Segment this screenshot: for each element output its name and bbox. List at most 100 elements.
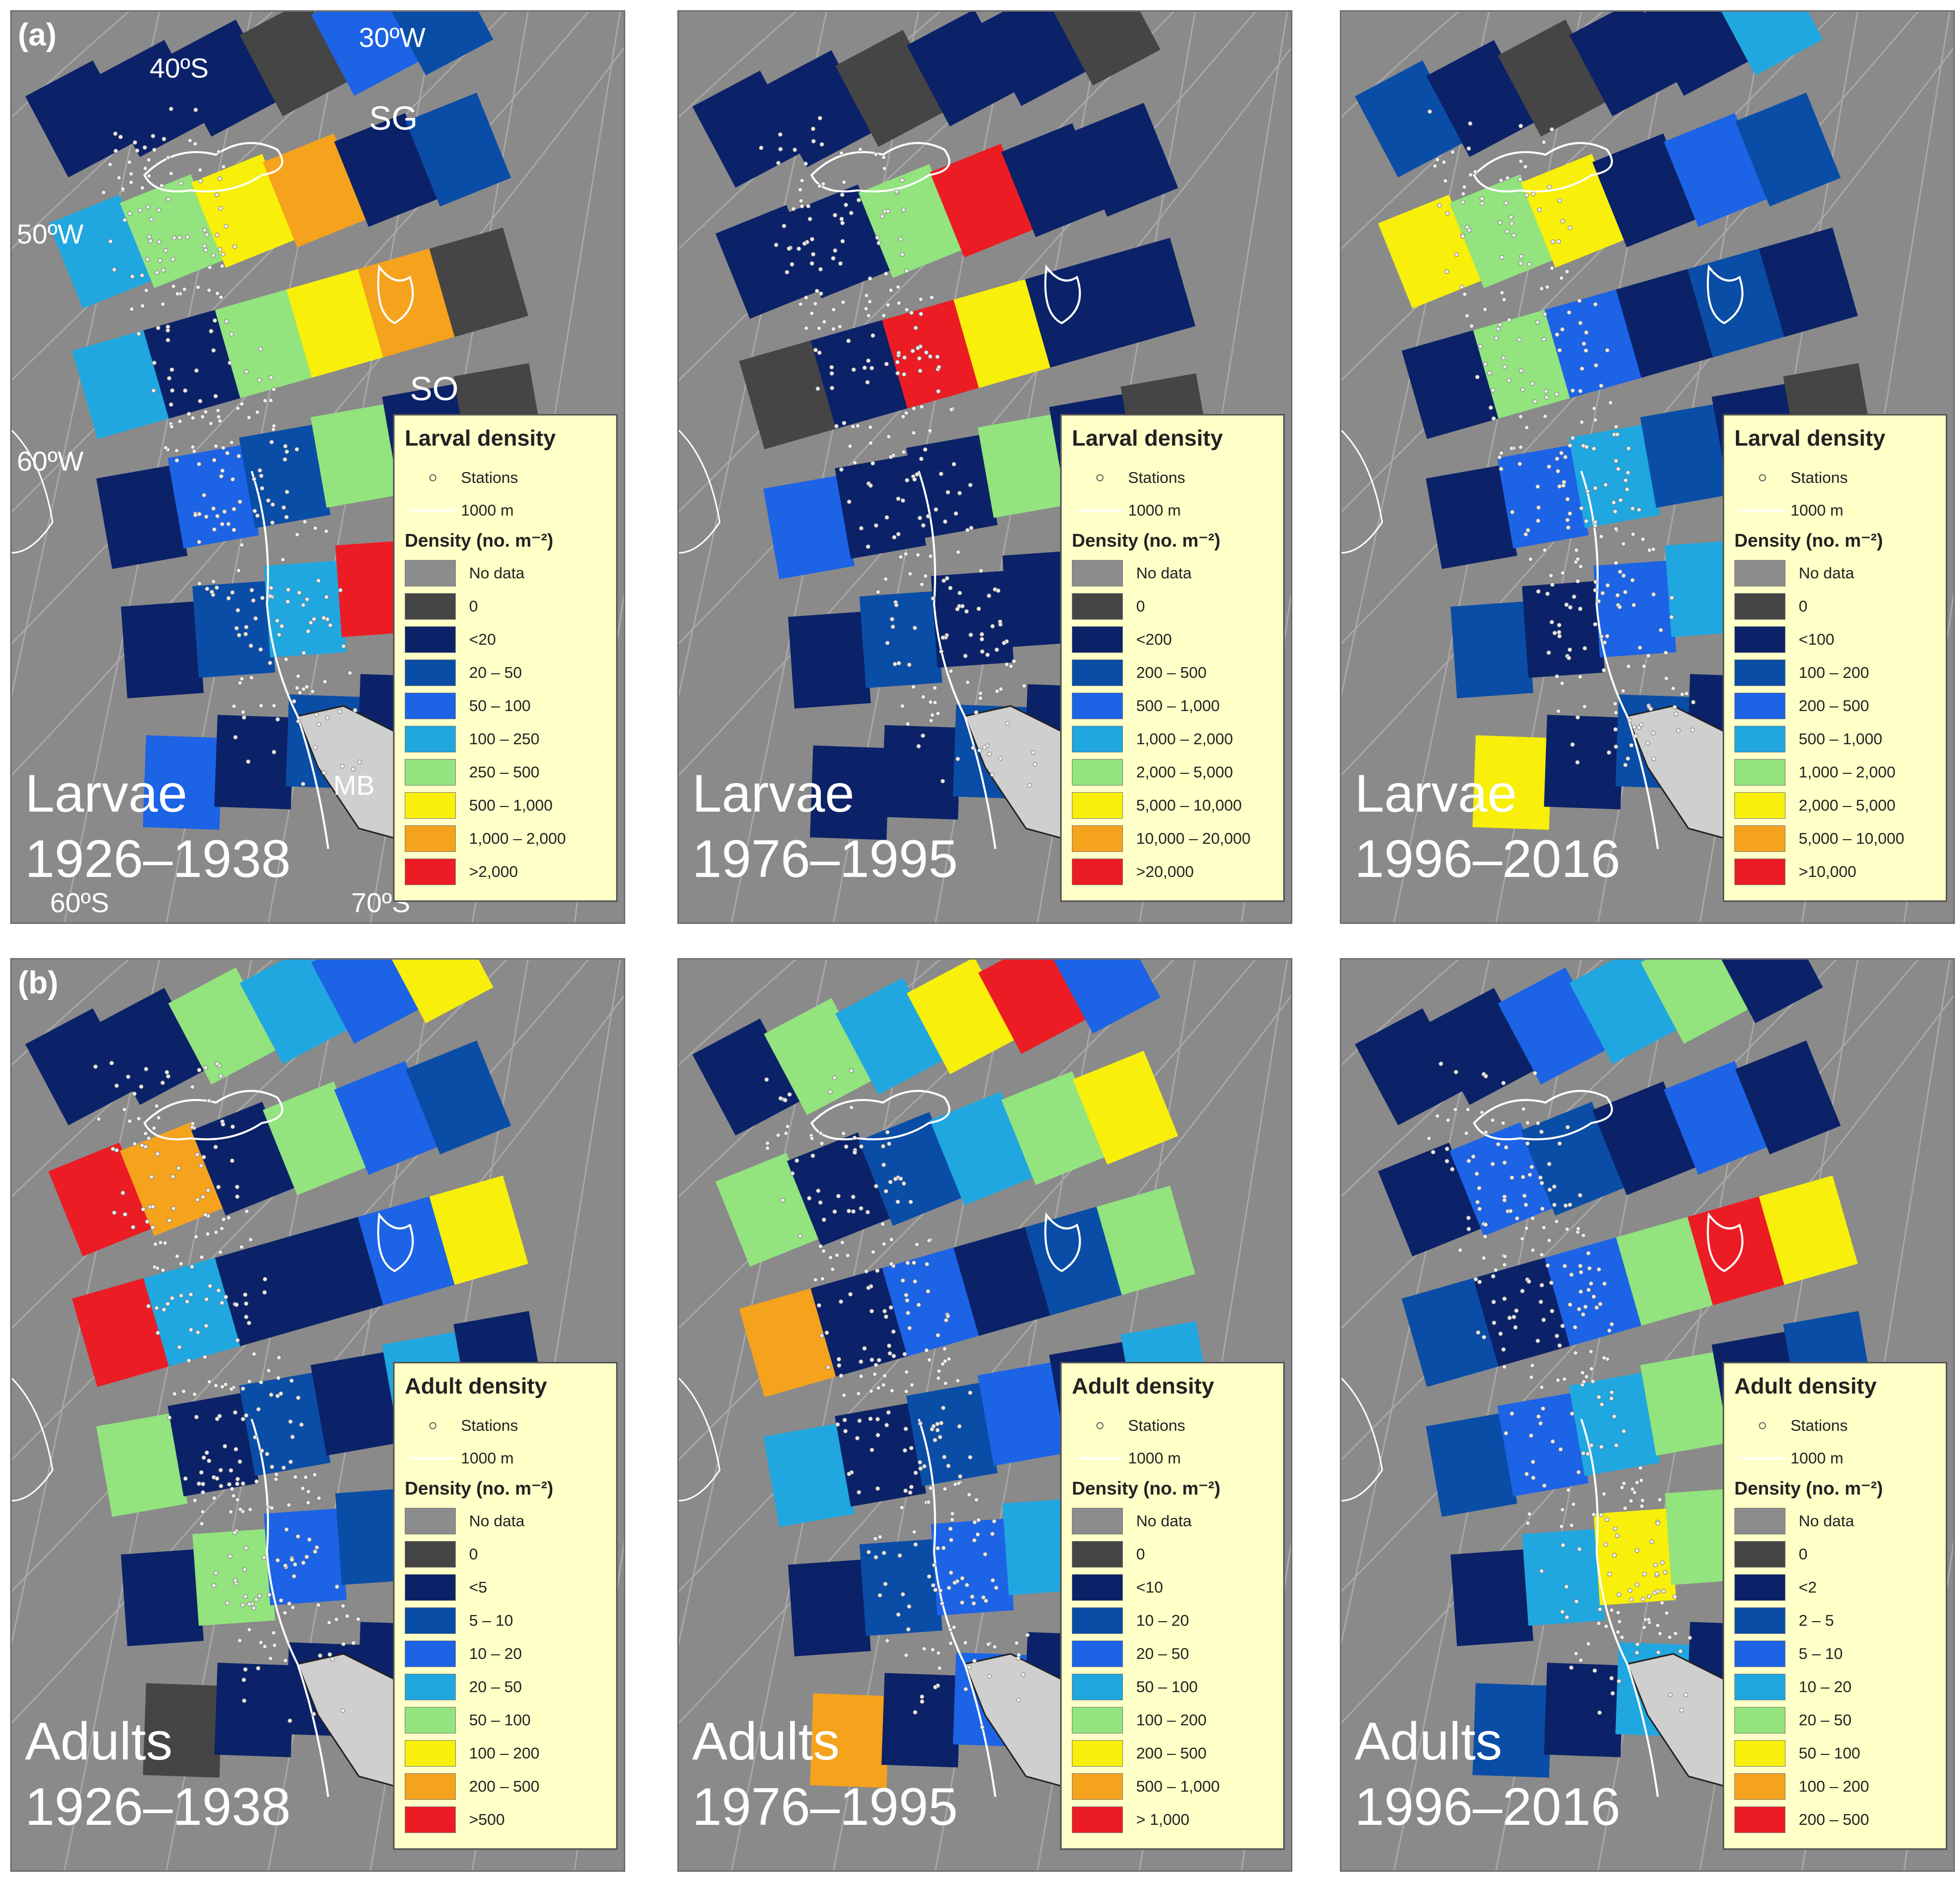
legend: Adult density Stations 1000 m Density (n…: [1723, 1362, 1947, 1850]
legend-swatch: [1734, 759, 1785, 786]
legend-swatch: [405, 1541, 456, 1568]
legend-swatch: [1734, 1607, 1785, 1634]
legend-stations: Stations: [1072, 1409, 1273, 1442]
legend-swatch: [405, 626, 456, 653]
legend-swatch: [405, 759, 456, 786]
legend-classes: No data 0 <200 200 – 500 500 – 1,000 1,000 – …: [1072, 556, 1273, 888]
legend-class-row: 500 – 1,000: [405, 789, 606, 822]
label-60s: 60ºS: [50, 888, 109, 918]
legend-stations: Stations: [1734, 1409, 1935, 1442]
legend-classes: No data 0 <20 20 – 50 50 – 100 100 – 250 250 –…: [405, 556, 606, 888]
legend-stations: Stations: [1072, 461, 1273, 494]
legend: Larval density Stations 1000 m Density (…: [1060, 414, 1285, 902]
legend-class-row: 10 – 20: [405, 1637, 606, 1670]
legend-title: Adult density: [405, 1374, 547, 1399]
legend-class-label: 0: [1136, 597, 1145, 615]
legend-classes: No data 0 <10 10 – 20 20 – 50 50 – 100 100 – 2…: [1072, 1504, 1273, 1836]
legend-class-row: 20 – 50: [405, 1670, 606, 1703]
legend-stations: Stations: [1734, 461, 1935, 494]
legend-swatch: [1734, 659, 1785, 686]
legend-class-row: 200 – 500: [405, 1770, 606, 1803]
legend-isobath: 1000 m: [1739, 501, 1844, 519]
legend-class-label: 10 – 20: [1799, 1677, 1852, 1696]
legend-class-label: 20 – 50: [469, 663, 522, 681]
legend-classes: No data 0 <100 100 – 200 200 – 500 500 – 1,00…: [1734, 556, 1935, 888]
legend-class-label: 500 – 1,000: [1136, 1777, 1220, 1795]
legend-isobath: 1000 m: [409, 501, 514, 519]
legend-class-row: <20: [405, 623, 606, 656]
legend-class-label: > 1,000: [1136, 1810, 1190, 1828]
legend-swatch: [1734, 1706, 1785, 1733]
legend-swatch: [1734, 1673, 1785, 1700]
legend-density-label: Density (no. m⁻²): [1072, 530, 1221, 551]
legend-class-label: <20: [469, 630, 496, 648]
period-label: Larvae 1996–2016: [1355, 761, 1621, 892]
station-dots: [93, 1061, 361, 1723]
legend-class-row: 250 – 500: [405, 755, 606, 789]
legend-class-row: 500 – 1,000: [1072, 1770, 1273, 1803]
legend-swatch: [1072, 1740, 1123, 1767]
legend-class-row: >10,000: [1734, 855, 1935, 888]
label-sg: SG: [369, 99, 418, 137]
legend-class-row: 50 – 100: [405, 689, 606, 722]
legend-class-label: No data: [1136, 1511, 1192, 1530]
station-dots: [1427, 1061, 1693, 1715]
legend-class-label: 100 – 250: [469, 729, 540, 748]
legend-class-row: 100 – 200: [1072, 1703, 1273, 1737]
legend-class-row: 20 – 50: [1072, 1637, 1273, 1670]
legend-class-row: 50 – 100: [405, 1703, 606, 1737]
legend-class-label: 100 – 200: [1799, 1777, 1869, 1795]
density-grid-map: [679, 960, 1291, 1870]
legend: Larval density Stations 1000 m Density (…: [393, 414, 618, 902]
legend-swatch: [1072, 1773, 1123, 1800]
legend-class-row: 5,000 – 10,000: [1072, 789, 1273, 822]
legend-class-row: 200 – 500: [1734, 1803, 1935, 1836]
legend-density-label: Density (no. m⁻²): [1072, 1478, 1221, 1499]
legend-class-label: >500: [469, 1810, 505, 1828]
legend-swatch: [1072, 1607, 1123, 1634]
period-years: 1976–1995: [692, 1777, 958, 1837]
label-so: SO: [410, 370, 459, 407]
legend-swatch: [405, 858, 456, 885]
legend-swatch: [1734, 692, 1785, 719]
legend-class-row: 5,000 – 10,000: [1734, 822, 1935, 855]
legend: Adult density Stations 1000 m Density (n…: [1060, 1362, 1285, 1850]
legend-class-row: 500 – 1,000: [1734, 722, 1935, 755]
legend-stations: Stations: [405, 461, 606, 494]
legend: Adult density Stations 1000 m Density (n…: [393, 1362, 618, 1850]
legend-class-row: 10 – 20: [1734, 1670, 1935, 1703]
species-label: Adults: [25, 1712, 173, 1771]
panel-letter: (b): [18, 965, 59, 1000]
legend-class-row: No data: [1734, 1504, 1935, 1537]
legend-density-label: Density (no. m⁻²): [405, 1478, 554, 1499]
legend-title: Larval density: [1734, 426, 1885, 451]
period-years: 1926–1938: [25, 1777, 291, 1837]
legend-stations: Stations: [405, 1409, 606, 1442]
legend-class-row: 200 – 500: [1072, 1737, 1273, 1770]
legend-class-row: 10,000 – 20,000: [1072, 822, 1273, 855]
legend-swatch: [1734, 858, 1785, 885]
period-label: Adults 1926–1938: [25, 1709, 291, 1840]
legend-class-row: 0: [405, 1537, 606, 1571]
legend-class-label: <2: [1799, 1578, 1817, 1596]
legend-swatch: [405, 1673, 456, 1700]
legend-class-row: <2: [1734, 1571, 1935, 1604]
legend-class-label: 500 – 1,000: [1136, 696, 1220, 715]
legend-swatch: [405, 692, 456, 719]
station-dots: [101, 106, 362, 787]
panel-adults-1926-1938: (b) Adults 1926–1938 Adult density Stati…: [10, 958, 625, 1872]
legend-class-row: 100 – 200: [1734, 1770, 1935, 1803]
legend-swatch: [1072, 1507, 1123, 1534]
legend-class-label: >10,000: [1799, 862, 1856, 881]
species-label: Adults: [1355, 1712, 1503, 1771]
legend-class-label: 2,000 – 5,000: [1799, 796, 1896, 814]
legend-class-row: >20,000: [1072, 855, 1273, 888]
legend-class-label: 2 – 5: [1799, 1611, 1834, 1629]
period-years: 1976–1995: [692, 829, 958, 889]
legend-class-label: 0: [1799, 1545, 1808, 1563]
legend-class-label: No data: [469, 1511, 525, 1530]
panel-adults-1996-2016: Adults 1996–2016 Adult density Stations …: [1340, 958, 1955, 1872]
legend-class-row: 0: [1734, 590, 1935, 623]
legend-swatch: [1734, 1806, 1785, 1833]
legend-class-label: 100 – 200: [1799, 663, 1869, 681]
